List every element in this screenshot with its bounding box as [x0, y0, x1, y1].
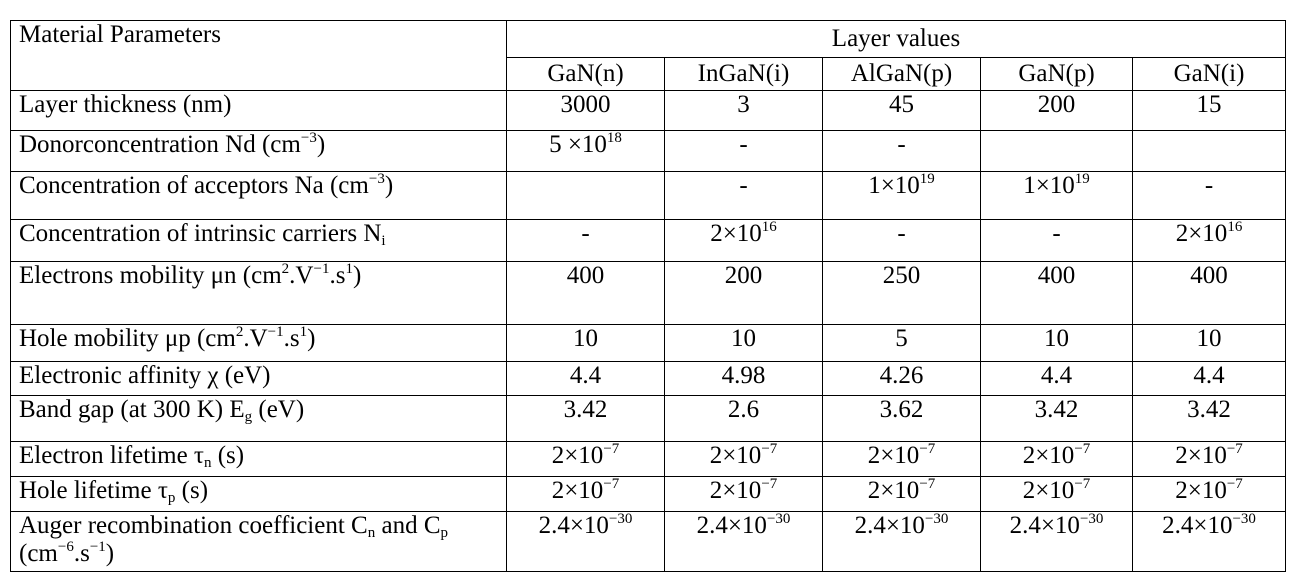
param-label: Concentration of acceptors Na (cm−3) — [10, 170, 507, 221]
value-cell: 10 — [664, 324, 823, 363]
value-cell: 2.4×10−30 — [506, 510, 665, 573]
value-cell: 2×10−7 — [1131, 475, 1287, 512]
value-cell: 2×1016 — [1131, 219, 1287, 262]
value-cell: 2×10−7 — [1131, 440, 1287, 477]
value-cell — [1131, 130, 1287, 172]
table-body: Layer thickness (nm) 3000 3 45 200 15 Donorcon… — [10, 89, 1287, 573]
value-cell: 5 — [822, 324, 981, 363]
value-cell: 2.4×10−30 — [980, 510, 1133, 573]
value-cell: 2×10−7 — [822, 475, 981, 512]
layer-values-header: Layer values — [505, 20, 1287, 58]
value-cell: 5 ×1018 — [506, 130, 665, 172]
param-label: Electronic affinity χ (eV) — [10, 361, 507, 397]
value-cell: 2.4×10−30 — [664, 510, 823, 573]
layer-header: GaN(p) — [980, 57, 1133, 91]
value-cell: 4.4 — [506, 361, 665, 397]
value-cell: - — [822, 130, 981, 172]
value-cell: - — [980, 219, 1133, 262]
value-cell: 2×1016 — [664, 219, 823, 262]
value-cell: 4.26 — [822, 361, 981, 397]
value-cell — [506, 170, 665, 221]
material-parameters-table: Material Parameters Layer values GaN(n) … — [10, 20, 1287, 573]
header-row-group: Material Parameters Layer values — [10, 20, 1287, 91]
value-cell: 3 — [664, 89, 823, 132]
table-row: Band gap (at 300 K) Eg (eV) 3.42 2.6 3.62 3.… — [10, 395, 1287, 442]
layer-header: GaN(n) — [506, 57, 665, 91]
value-cell: 200 — [980, 89, 1133, 132]
table-row: Electronic affinity χ (eV) 4.4 4.98 4.26 4.4… — [10, 361, 1287, 397]
value-cell: 45 — [822, 89, 981, 132]
table-row: Concentration of intrinsic carriers Ni -2… — [10, 219, 1287, 262]
param-label: Hole mobility μp (cm2.V−1.s1) — [10, 324, 507, 363]
layer-header: GaN(i) — [1131, 57, 1287, 91]
table-row: Hole mobility μp (cm2.V−1.s1) 10 10 5 10 10 — [10, 324, 1287, 363]
param-column-header: Material Parameters — [10, 20, 507, 91]
param-label: Concentration of intrinsic carriers Ni — [10, 219, 507, 262]
value-cell: 400 — [1131, 260, 1287, 326]
value-cell: 2.4×10−30 — [1131, 510, 1287, 573]
value-cell: 3.42 — [1131, 395, 1287, 442]
value-cell: 2.6 — [664, 395, 823, 442]
value-cell: 250 — [822, 260, 981, 326]
table-row: Hole lifetime τp (s) 2×10−7 2×10−7 2×10−7 2×… — [10, 475, 1287, 512]
value-cell: 4.98 — [664, 361, 823, 397]
value-cell: 2×10−7 — [506, 440, 665, 477]
layer-header: InGaN(i) — [664, 57, 823, 91]
value-cell: 2×10−7 — [980, 440, 1133, 477]
param-label: Hole lifetime τp (s) — [10, 475, 507, 512]
param-label: Layer thickness (nm) — [10, 89, 507, 132]
table-row: Layer thickness (nm) 3000 3 45 200 15 — [10, 89, 1287, 132]
layer-header: AlGaN(p) — [822, 57, 981, 91]
value-cell: 4.4 — [980, 361, 1133, 397]
table-row: Auger recombination coefficient Cn and C… — [10, 510, 1287, 573]
value-cell: 4.4 — [1131, 361, 1287, 397]
value-cell: 2×10−7 — [506, 475, 665, 512]
value-cell: 3000 — [506, 89, 665, 132]
value-cell: 1×1019 — [822, 170, 981, 221]
value-cell: 1×1019 — [980, 170, 1133, 221]
value-cell: 2×10−7 — [664, 440, 823, 477]
value-cell: 200 — [664, 260, 823, 326]
table-row: Donorconcentration Nd (cm−3) 5 ×1018- - — [10, 130, 1287, 172]
value-cell: 2.4×10−30 — [822, 510, 981, 573]
value-cell: 10 — [1131, 324, 1287, 363]
value-cell: - — [664, 130, 823, 172]
table-row: Electrons mobility μn (cm2.V−1.s1) 400 200… — [10, 260, 1287, 326]
value-cell — [980, 130, 1133, 172]
value-cell: - — [506, 219, 665, 262]
param-label: Electrons mobility μn (cm2.V−1.s1) — [10, 260, 507, 326]
value-cell: 2×10−7 — [822, 440, 981, 477]
param-label: Band gap (at 300 K) Eg (eV) — [10, 395, 507, 442]
param-label: Donorconcentration Nd (cm−3) — [10, 130, 507, 172]
value-cell: 3.42 — [506, 395, 665, 442]
value-cell: 15 — [1131, 89, 1287, 132]
table-row: Concentration of acceptors Na (cm−3) -1×1… — [10, 170, 1287, 221]
value-cell: 3.62 — [822, 395, 981, 442]
value-cell: 3.42 — [980, 395, 1133, 442]
table-row: Electron lifetime τn (s) 2×10−7 2×10−7 2×10… — [10, 440, 1287, 477]
value-cell: - — [1131, 170, 1287, 221]
value-cell: 2×10−7 — [664, 475, 823, 512]
value-cell: 10 — [980, 324, 1133, 363]
param-label: Electron lifetime τn (s) — [10, 440, 507, 477]
value-cell: 2×10−7 — [980, 475, 1133, 512]
value-cell: 10 — [506, 324, 665, 363]
value-cell: - — [664, 170, 823, 221]
param-label: Auger recombination coefficient Cn and C… — [10, 510, 507, 573]
value-cell: - — [822, 219, 981, 262]
value-cell: 400 — [980, 260, 1133, 326]
value-cell: 400 — [506, 260, 665, 326]
